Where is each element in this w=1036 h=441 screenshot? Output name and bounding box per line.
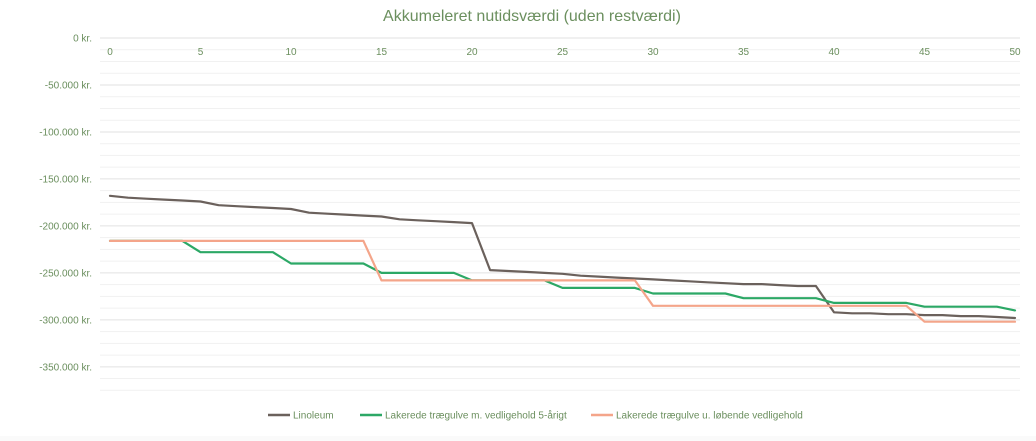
y-tick-label: -200.000 kr.	[39, 221, 92, 232]
legend-label: Lakerede trægulve u. løbende vedligehold	[616, 411, 803, 422]
y-tick-label: -350.000 kr.	[39, 362, 92, 373]
x-axis: 0 5 10 15 20 25 30 35 40 45 50	[107, 47, 1021, 58]
x-tick-label: 25	[557, 47, 569, 58]
x-tick-label: 35	[738, 47, 750, 58]
y-tick-label: -150.000 kr.	[39, 174, 92, 185]
series-line-1	[108, 194, 1017, 320]
x-tick-label: 5	[198, 47, 204, 58]
x-tick-label: 50	[1009, 47, 1021, 58]
gridlines	[100, 37, 1020, 391]
series-group	[108, 194, 1017, 323]
series-line-2	[108, 239, 1017, 312]
legend-label: Lakerede trægulve m. vedligehold 5-årigt	[385, 410, 567, 422]
x-tick-label: 0	[107, 47, 113, 58]
x-tick-label: 20	[466, 47, 478, 58]
y-tick-label: -250.000 kr.	[39, 268, 92, 279]
x-tick-label: 40	[828, 47, 840, 58]
x-tick-label: 30	[647, 47, 659, 58]
y-tick-label: -100.000 kr.	[39, 127, 92, 138]
legend-label: Linoleum	[293, 411, 334, 422]
x-tick-label: 15	[376, 47, 388, 58]
x-tick-label: 10	[285, 47, 297, 58]
x-tick-label: 45	[919, 47, 931, 58]
y-axis: 0 kr. -50.000 kr. -100.000 kr. -150.000 kr.…	[39, 34, 92, 374]
chart-title: Akkumeleret nutidsværdi (uden restværdi)	[383, 8, 681, 25]
y-tick-label: 0 kr.	[73, 34, 92, 45]
y-tick-label: -300.000 kr.	[39, 315, 92, 326]
y-tick-label: -50.000 kr.	[45, 80, 92, 91]
legend: Linoleum Lakerede trægulve m. vedligehold…	[268, 410, 803, 422]
series-line-3	[108, 239, 1017, 323]
